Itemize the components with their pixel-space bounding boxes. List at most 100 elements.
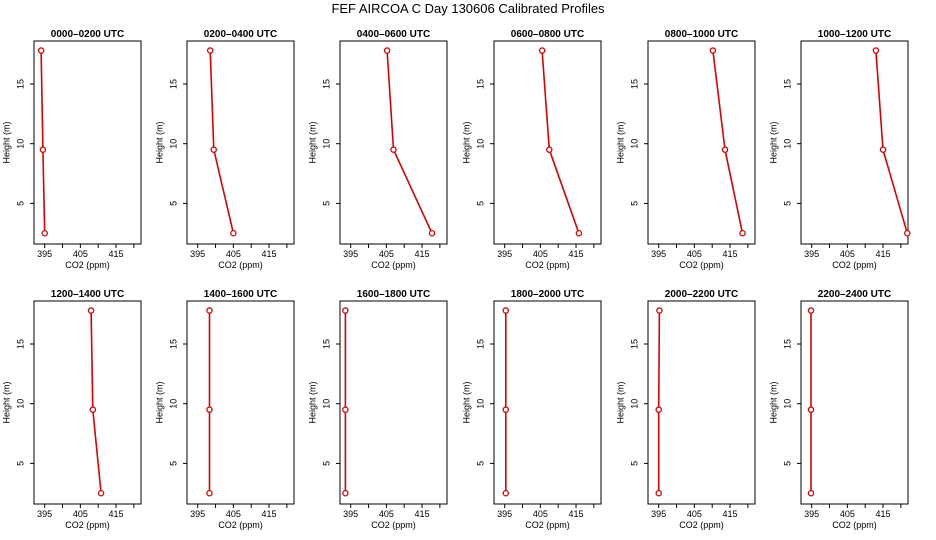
x-axis-label: CO2 (ppm) — [218, 520, 263, 530]
y-axis-label: Height (m) — [615, 381, 625, 423]
panel-frame — [186, 300, 295, 505]
y-tick-label: 15 — [629, 79, 639, 89]
data-point — [538, 47, 546, 54]
data-point — [383, 47, 391, 54]
y-tick-label: 5 — [782, 201, 792, 206]
data-point — [428, 230, 436, 237]
x-tick-label: 395 — [343, 509, 358, 519]
data-point — [89, 406, 97, 413]
data-point — [721, 146, 729, 153]
x-tick-label: 405 — [840, 509, 855, 519]
x-tick-label: 395 — [804, 249, 819, 259]
y-tick-label: 10 — [15, 139, 25, 149]
panel-frame — [186, 40, 295, 245]
data-point — [342, 406, 349, 413]
y-tick-label: 5 — [321, 201, 331, 206]
profile-line — [541, 50, 580, 234]
data-point — [807, 490, 815, 497]
y-axis-label: Height (m) — [461, 121, 471, 163]
y-tick-label: 10 — [168, 399, 178, 409]
x-axis-label: CO2 (ppm) — [679, 260, 724, 270]
x-tick-label: 395 — [190, 509, 205, 519]
data-point — [656, 307, 663, 314]
y-axis-label: Height (m) — [768, 121, 778, 163]
data-point — [87, 307, 95, 314]
x-axis-label: CO2 (ppm) — [832, 260, 877, 270]
x-axis-label: CO2 (ppm) — [65, 520, 110, 530]
y-axis-label: Height (m) — [1, 121, 11, 163]
y-tick-label: 5 — [475, 201, 485, 206]
y-tick-label: 15 — [321, 79, 331, 89]
x-tick-label: 395 — [37, 249, 52, 259]
y-tick-label: 15 — [15, 339, 25, 349]
x-axis-label: CO2 (ppm) — [218, 260, 263, 270]
x-axis-label: CO2 (ppm) — [371, 260, 416, 270]
y-tick-label: 15 — [15, 79, 25, 89]
y-tick-label: 15 — [168, 79, 178, 89]
data-point — [206, 307, 213, 314]
data-point — [206, 490, 213, 497]
x-tick-label: 415 — [109, 249, 124, 259]
x-tick-label: 395 — [37, 509, 52, 519]
data-point — [37, 47, 45, 54]
x-tick-label: 415 — [876, 249, 891, 259]
y-axis-label: Height (m) — [1, 381, 11, 423]
panel-title: 1600–1800 UTC — [357, 289, 430, 300]
panel-frame — [493, 40, 602, 245]
panel-title: 0000–0200 UTC — [51, 29, 124, 40]
y-tick-label: 15 — [168, 339, 178, 349]
panel-title: 0800–1000 UTC — [665, 29, 738, 40]
panel-title: 2200–2400 UTC — [818, 289, 891, 300]
x-tick-label: 415 — [569, 249, 584, 259]
x-tick-label: 395 — [804, 509, 819, 519]
data-point — [390, 146, 397, 153]
x-axis-label: CO2 (ppm) — [679, 520, 724, 530]
x-tick-label: 405 — [533, 249, 548, 259]
data-point — [230, 230, 237, 237]
panel-frame — [493, 300, 602, 505]
x-tick-label: 415 — [109, 509, 124, 519]
y-tick-label: 10 — [629, 399, 639, 409]
data-point — [502, 406, 510, 413]
panel-title: 1200–1400 UTC — [51, 289, 124, 300]
x-tick-label: 405 — [73, 249, 88, 259]
profile-line — [40, 50, 46, 234]
x-tick-label: 405 — [379, 509, 394, 519]
data-point — [575, 230, 583, 237]
data-point — [502, 490, 510, 497]
panel-title: 0600–0800 UTC — [511, 29, 584, 40]
y-tick-label: 5 — [15, 461, 25, 466]
y-tick-label: 10 — [168, 139, 178, 149]
y-tick-label: 5 — [475, 461, 485, 466]
y-tick-label: 15 — [782, 339, 792, 349]
x-tick-label: 415 — [723, 249, 738, 259]
x-axis-label: CO2 (ppm) — [832, 520, 877, 530]
data-point — [807, 307, 815, 314]
x-tick-label: 405 — [226, 509, 241, 519]
x-tick-label: 405 — [533, 509, 548, 519]
y-tick-label: 5 — [15, 201, 25, 206]
x-tick-label: 415 — [262, 249, 277, 259]
data-point — [739, 230, 746, 237]
data-point — [546, 146, 553, 153]
x-tick-label: 395 — [651, 249, 666, 259]
panel-frame — [339, 40, 448, 245]
x-tick-label: 395 — [343, 249, 358, 259]
data-point — [807, 406, 815, 413]
x-tick-label: 405 — [73, 509, 88, 519]
profile-line — [90, 310, 102, 494]
figure-title: FEF AIRCOA C Day 130606 Calibrated Profi… — [331, 1, 605, 16]
data-point — [342, 490, 349, 497]
y-axis-label: Height (m) — [461, 381, 471, 423]
y-tick-label: 5 — [321, 461, 331, 466]
y-tick-label: 10 — [782, 399, 792, 409]
